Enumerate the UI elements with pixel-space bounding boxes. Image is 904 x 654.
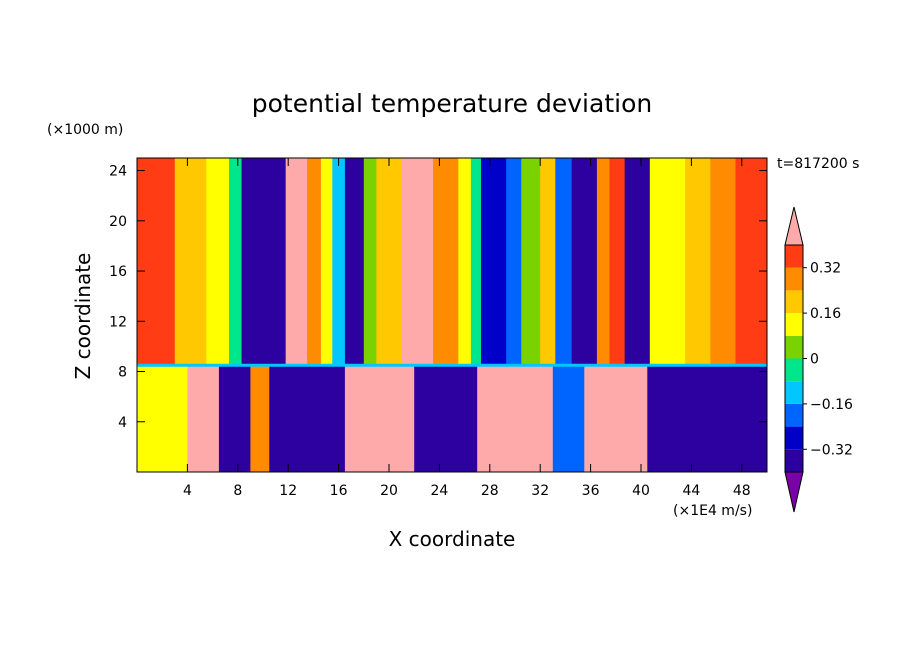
x-tick-label: 24 bbox=[430, 483, 448, 499]
lower-patch-0 bbox=[137, 365, 188, 472]
colorbar-box-7 bbox=[785, 290, 803, 314]
colorbar-box-3 bbox=[785, 381, 803, 404]
field-column-5 bbox=[285, 158, 308, 366]
lower-patch-8 bbox=[552, 365, 585, 472]
x-axis-ticks: 4 8 12 16 20 24 28 32 36 40 44 48 bbox=[183, 158, 751, 499]
colorbar-box-1 bbox=[785, 426, 803, 450]
colorbar-extend-bottom bbox=[784, 471, 804, 513]
field-column-8 bbox=[332, 158, 346, 366]
colorbar: 0.32 0.16 0 −0.16 −0.32 bbox=[784, 206, 853, 513]
field-column-26 bbox=[685, 158, 711, 366]
y-tick-label: 4 bbox=[118, 415, 127, 431]
field-column-10 bbox=[363, 158, 377, 366]
lower-patch-4 bbox=[269, 365, 346, 472]
x-tick-label: 36 bbox=[582, 483, 600, 499]
x-axis-label: X coordinate bbox=[389, 527, 516, 551]
field-column-0 bbox=[137, 158, 176, 366]
lower-patch-6 bbox=[414, 365, 478, 472]
field-column-22 bbox=[596, 158, 611, 366]
x-tick-label: 4 bbox=[183, 483, 192, 499]
y-tick-label: 16 bbox=[109, 264, 127, 280]
y-tick-label: 20 bbox=[109, 214, 127, 230]
colorbar-label: 0.16 bbox=[810, 306, 841, 322]
colorbar-box-0 bbox=[785, 449, 803, 472]
x-tick-label: 12 bbox=[279, 483, 297, 499]
field-column-28 bbox=[735, 158, 767, 366]
y-tick-label: 12 bbox=[109, 314, 127, 330]
y-unit-label: (×1000 m) bbox=[47, 122, 123, 138]
colorbar-label: 0 bbox=[810, 352, 819, 368]
x-tick-label: 40 bbox=[632, 483, 650, 499]
colorbar-box-6 bbox=[785, 313, 803, 336]
field-column-3 bbox=[228, 158, 243, 366]
field-column-16 bbox=[480, 158, 507, 366]
x-tick-label: 32 bbox=[531, 483, 549, 499]
x-tick-label: 8 bbox=[233, 483, 242, 499]
field-column-11 bbox=[376, 158, 403, 366]
field-column-19 bbox=[540, 158, 556, 366]
y-axis-ticks: 4 8 12 16 20 24 bbox=[109, 164, 767, 431]
field bbox=[137, 158, 767, 472]
field-column-17 bbox=[506, 158, 522, 366]
lower-patch-9 bbox=[584, 365, 648, 472]
lower-patch-3 bbox=[250, 365, 270, 472]
x-tick-label: 16 bbox=[330, 483, 348, 499]
colorbar-extend-top bbox=[784, 206, 804, 246]
colorbar-box-4 bbox=[785, 358, 803, 382]
field-column-21 bbox=[571, 158, 598, 366]
field-column-25 bbox=[649, 158, 686, 366]
x-tick-label: 48 bbox=[733, 483, 751, 499]
field-column-20 bbox=[555, 158, 573, 366]
plot-area bbox=[136, 157, 768, 473]
field-column-9 bbox=[344, 158, 365, 366]
field-column-23 bbox=[609, 158, 626, 366]
time-label: t=817200 s bbox=[777, 156, 859, 172]
field-column-27 bbox=[710, 158, 737, 366]
y-axis-label: Z coordinate bbox=[71, 253, 95, 380]
field-column-13 bbox=[433, 158, 459, 366]
lower-patch-2 bbox=[218, 365, 251, 472]
field-column-7 bbox=[320, 158, 333, 366]
colorbar-box-9 bbox=[785, 245, 803, 268]
colorbar-box-5 bbox=[785, 335, 803, 359]
field-column-2 bbox=[206, 158, 230, 366]
y-tick-label: 24 bbox=[109, 164, 127, 180]
field-column-4 bbox=[241, 158, 287, 366]
field-column-15 bbox=[470, 158, 482, 366]
colorbar-label: −0.32 bbox=[810, 442, 853, 458]
lower-patch-5 bbox=[344, 365, 415, 472]
colorbar-label: −0.16 bbox=[810, 397, 853, 413]
colorbar-label: 0.32 bbox=[810, 261, 841, 277]
colorbar-box-8 bbox=[785, 267, 803, 291]
lower-patch-7 bbox=[477, 365, 554, 472]
field-column-24 bbox=[624, 158, 651, 366]
plot-frame bbox=[136, 157, 768, 473]
field-column-6 bbox=[307, 158, 322, 366]
field-column-18 bbox=[521, 158, 541, 366]
lower-patch-1 bbox=[187, 365, 220, 472]
y-tick-label: 8 bbox=[118, 365, 127, 381]
x-tick-label: 20 bbox=[380, 483, 398, 499]
x-unit-label: (×1E4 m/s) bbox=[673, 503, 752, 519]
colorbar-box-2 bbox=[785, 403, 803, 427]
field-column-12 bbox=[401, 158, 434, 366]
x-tick-label: 28 bbox=[481, 483, 499, 499]
lower-patch-10 bbox=[647, 365, 767, 472]
field-column-14 bbox=[458, 158, 472, 366]
field-column-1 bbox=[174, 158, 207, 366]
x-tick-label: 44 bbox=[682, 483, 700, 499]
chart-title: potential temperature deviation bbox=[252, 89, 652, 118]
